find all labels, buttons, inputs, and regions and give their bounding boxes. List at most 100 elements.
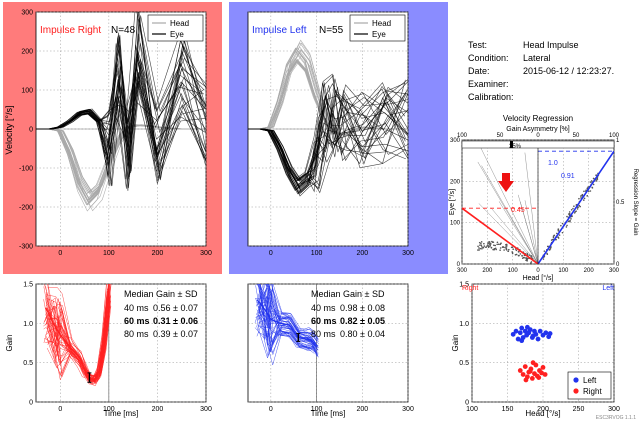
- regression-left-point: [556, 232, 558, 235]
- gain-head-legend: [567, 371, 612, 400]
- gain-left-row-1-time: 40 ms: [311, 303, 336, 313]
- regression-left-point: [573, 205, 575, 207]
- gain-left-median-line: [256, 299, 318, 348]
- impulse-left-head-trace: [248, 60, 406, 135]
- regression-left-point: [560, 224, 562, 227]
- version-label: ESC3RVOG 1.1.1: [596, 415, 636, 421]
- regression-left-point: [550, 239, 553, 241]
- regression-xtick-label: 100: [558, 268, 569, 274]
- regression-left-point: [549, 248, 552, 250]
- regression-left-point: [577, 206, 579, 208]
- regression-left-fit-line: [537, 150, 614, 264]
- regression-ylabel: Eye [°/s]: [448, 189, 456, 215]
- impulse-right-ytick-label: -100: [19, 166, 33, 173]
- impulse-left-title: Impulse Left: [252, 25, 307, 36]
- regression-gain-left: 0.91: [561, 173, 575, 180]
- gain-head-right-point: [542, 372, 548, 377]
- gain-left-xlabel: Time [ms]: [311, 409, 346, 418]
- gain-left-row-2-value: 0.82 ± 0.05: [340, 316, 385, 326]
- regression-left-point: [569, 220, 571, 223]
- gain-head-left-point: [510, 331, 516, 337]
- regression-left-point: [543, 250, 546, 252]
- impulse-right-legend: [147, 14, 204, 42]
- regression-right-point: [504, 246, 506, 249]
- regression-right-point: [499, 247, 502, 249]
- regression-right-point: [514, 253, 517, 256]
- regression-right-point: [483, 242, 485, 245]
- impulse-right-ytick-label: -300: [19, 244, 33, 251]
- gain-head-left-point: [517, 330, 523, 336]
- gain-head-legend-label-right: Right: [583, 387, 602, 396]
- regression-right-point: [499, 249, 501, 251]
- regression-right-point: [479, 244, 481, 246]
- regression-right-point: [478, 241, 481, 244]
- impulse-right-eye-trace: [36, 37, 206, 156]
- regression-right-point: [521, 257, 524, 259]
- regression-left-point: [589, 181, 592, 183]
- regression-left-point: [566, 215, 568, 218]
- regression-right-point: [479, 247, 482, 250]
- gain-right-table-title: Median Gain ± SD: [124, 289, 198, 299]
- regression-right-point: [478, 247, 480, 249]
- regression-xtick-label: 100: [508, 268, 519, 274]
- regression-right-point: [487, 244, 489, 246]
- regression-ytick-label: 100: [450, 221, 461, 227]
- regression-saccade-line: [491, 208, 539, 264]
- gain-right-xtick-label: 200: [152, 406, 164, 413]
- regression-right-point: [521, 255, 523, 257]
- gain-head-xlabel: Head [°/s]: [525, 409, 560, 418]
- gain-head-right-point: [517, 368, 523, 373]
- regression-left-point: [592, 177, 595, 180]
- gain-right-ytick-label: 0.5: [23, 360, 33, 367]
- gain-vs-head-xtick-label: 100: [466, 406, 478, 413]
- regression-right-point: [503, 249, 505, 251]
- impulse-left-eye-trace: [248, 93, 408, 194]
- regression-right-point: [492, 241, 495, 243]
- gain-left-trace: [254, 284, 315, 347]
- regression-right-point: [492, 248, 494, 251]
- regression-title: Velocity Regression: [503, 114, 573, 123]
- regression-top-tick-label: 100: [609, 133, 620, 139]
- info-condition-value: Lateral: [523, 53, 551, 63]
- regression-right-point: [517, 254, 520, 257]
- regression-right-point: [494, 247, 497, 250]
- gain-vs-head-xtick-label: 300: [608, 406, 620, 413]
- gain-right-row-2-value: 0.31 ± 0.06: [153, 316, 198, 326]
- gain-left-trace: [258, 314, 319, 357]
- regression-left-point: [570, 215, 573, 218]
- impulse-right-ylabel: Velocity [°/s]: [4, 105, 14, 154]
- impulse-left-xtick-label: 100: [311, 250, 323, 257]
- gain-head-right-point: [529, 376, 535, 381]
- regression-left-point: [553, 234, 556, 237]
- regression-saccade-line: [498, 201, 539, 264]
- regression-saccade-line: [524, 152, 539, 264]
- gain-right-row-3-time: 80 ms: [124, 329, 149, 339]
- regression-right-point: [497, 243, 500, 246]
- regression-left-point: [589, 190, 592, 192]
- impulse-left-legend: [349, 14, 406, 42]
- impulse-left-head-trace: [248, 59, 407, 135]
- regression-left-point: [582, 199, 585, 201]
- regression-right-point: [519, 253, 522, 255]
- gain-vs-head-ytick-label: 1.5: [459, 282, 469, 289]
- gain-left-row-1-value: 0.98 ± 0.08: [340, 303, 385, 313]
- regression-xlabel: Head [°/s]: [523, 274, 554, 282]
- impulse-left-count: N=55: [319, 25, 344, 36]
- impulse-right-legend-label-eye: Eye: [170, 30, 184, 39]
- gain-right-xtick-label: 100: [103, 406, 115, 413]
- impulse-right-eye-trace: [36, 12, 206, 191]
- regression-left-point: [548, 249, 551, 251]
- gain-head-left-point: [543, 330, 549, 336]
- regression-right-point: [493, 244, 495, 247]
- regression-right-side-label: Right: [462, 285, 478, 292]
- regression-right-point: [485, 246, 487, 249]
- gain-vs-head-xtick-label: 200: [537, 406, 549, 413]
- regression-left-point: [590, 180, 593, 182]
- gain-right-trace: [45, 306, 110, 384]
- regression-top-tick-label: 0: [536, 133, 540, 139]
- regression-left-point: [575, 210, 577, 212]
- regression-left-point: [569, 219, 571, 222]
- gain-head-right-point: [527, 368, 533, 374]
- regression-ytick-label: 200: [450, 179, 461, 185]
